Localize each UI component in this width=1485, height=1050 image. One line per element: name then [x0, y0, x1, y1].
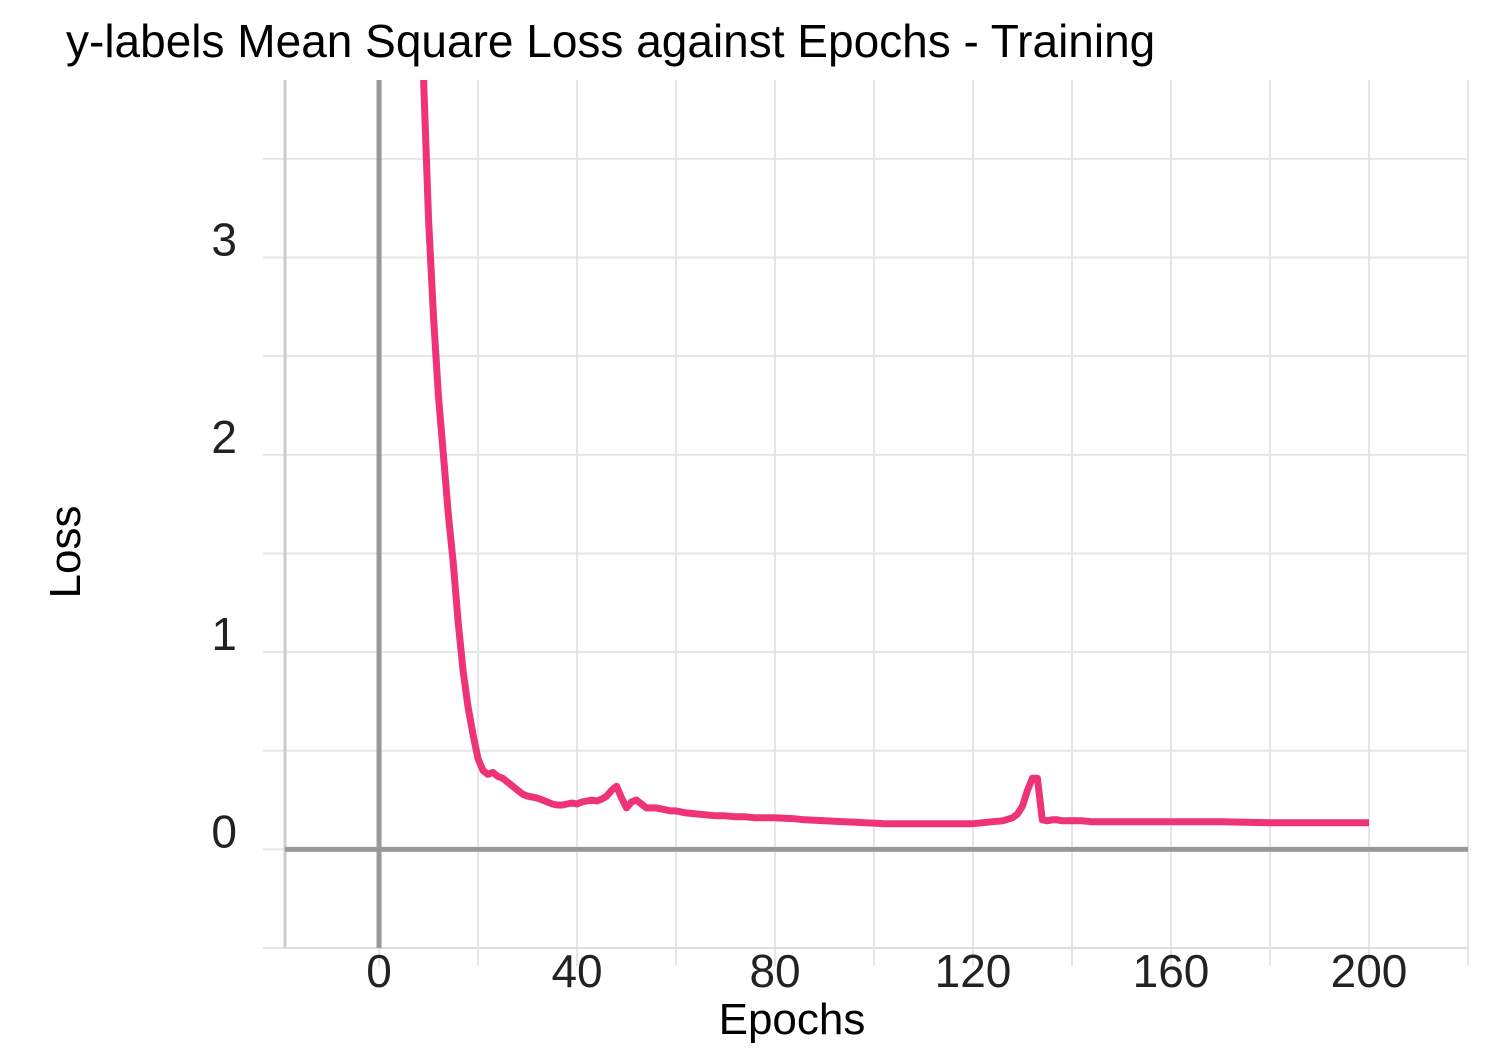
x-tick-label: 80 — [749, 945, 800, 997]
x-axis-label: Epochs — [719, 995, 866, 1044]
loss-series-line — [420, 80, 1369, 828]
y-tick-label: 1 — [211, 608, 237, 660]
axes — [283, 80, 1468, 949]
x-tick-label: 40 — [551, 945, 602, 997]
x-tick-label: 120 — [935, 945, 1012, 997]
tick-labels: 0 40 80 120 160 200 0 1 2 3 — [211, 214, 1407, 997]
y-tick-label: 2 — [211, 411, 237, 463]
chart-title: y-labels Mean Square Loss against Epochs… — [66, 15, 1156, 67]
y-tick-label: 3 — [211, 214, 237, 266]
series-layer — [420, 80, 1369, 828]
grid — [263, 80, 1469, 966]
x-tick-label: 160 — [1133, 945, 1210, 997]
y-tick-label: 0 — [211, 805, 237, 857]
y-axis-label: Loss — [41, 506, 90, 599]
x-tick-label: 200 — [1331, 945, 1408, 997]
x-tick-label: 0 — [366, 945, 392, 997]
